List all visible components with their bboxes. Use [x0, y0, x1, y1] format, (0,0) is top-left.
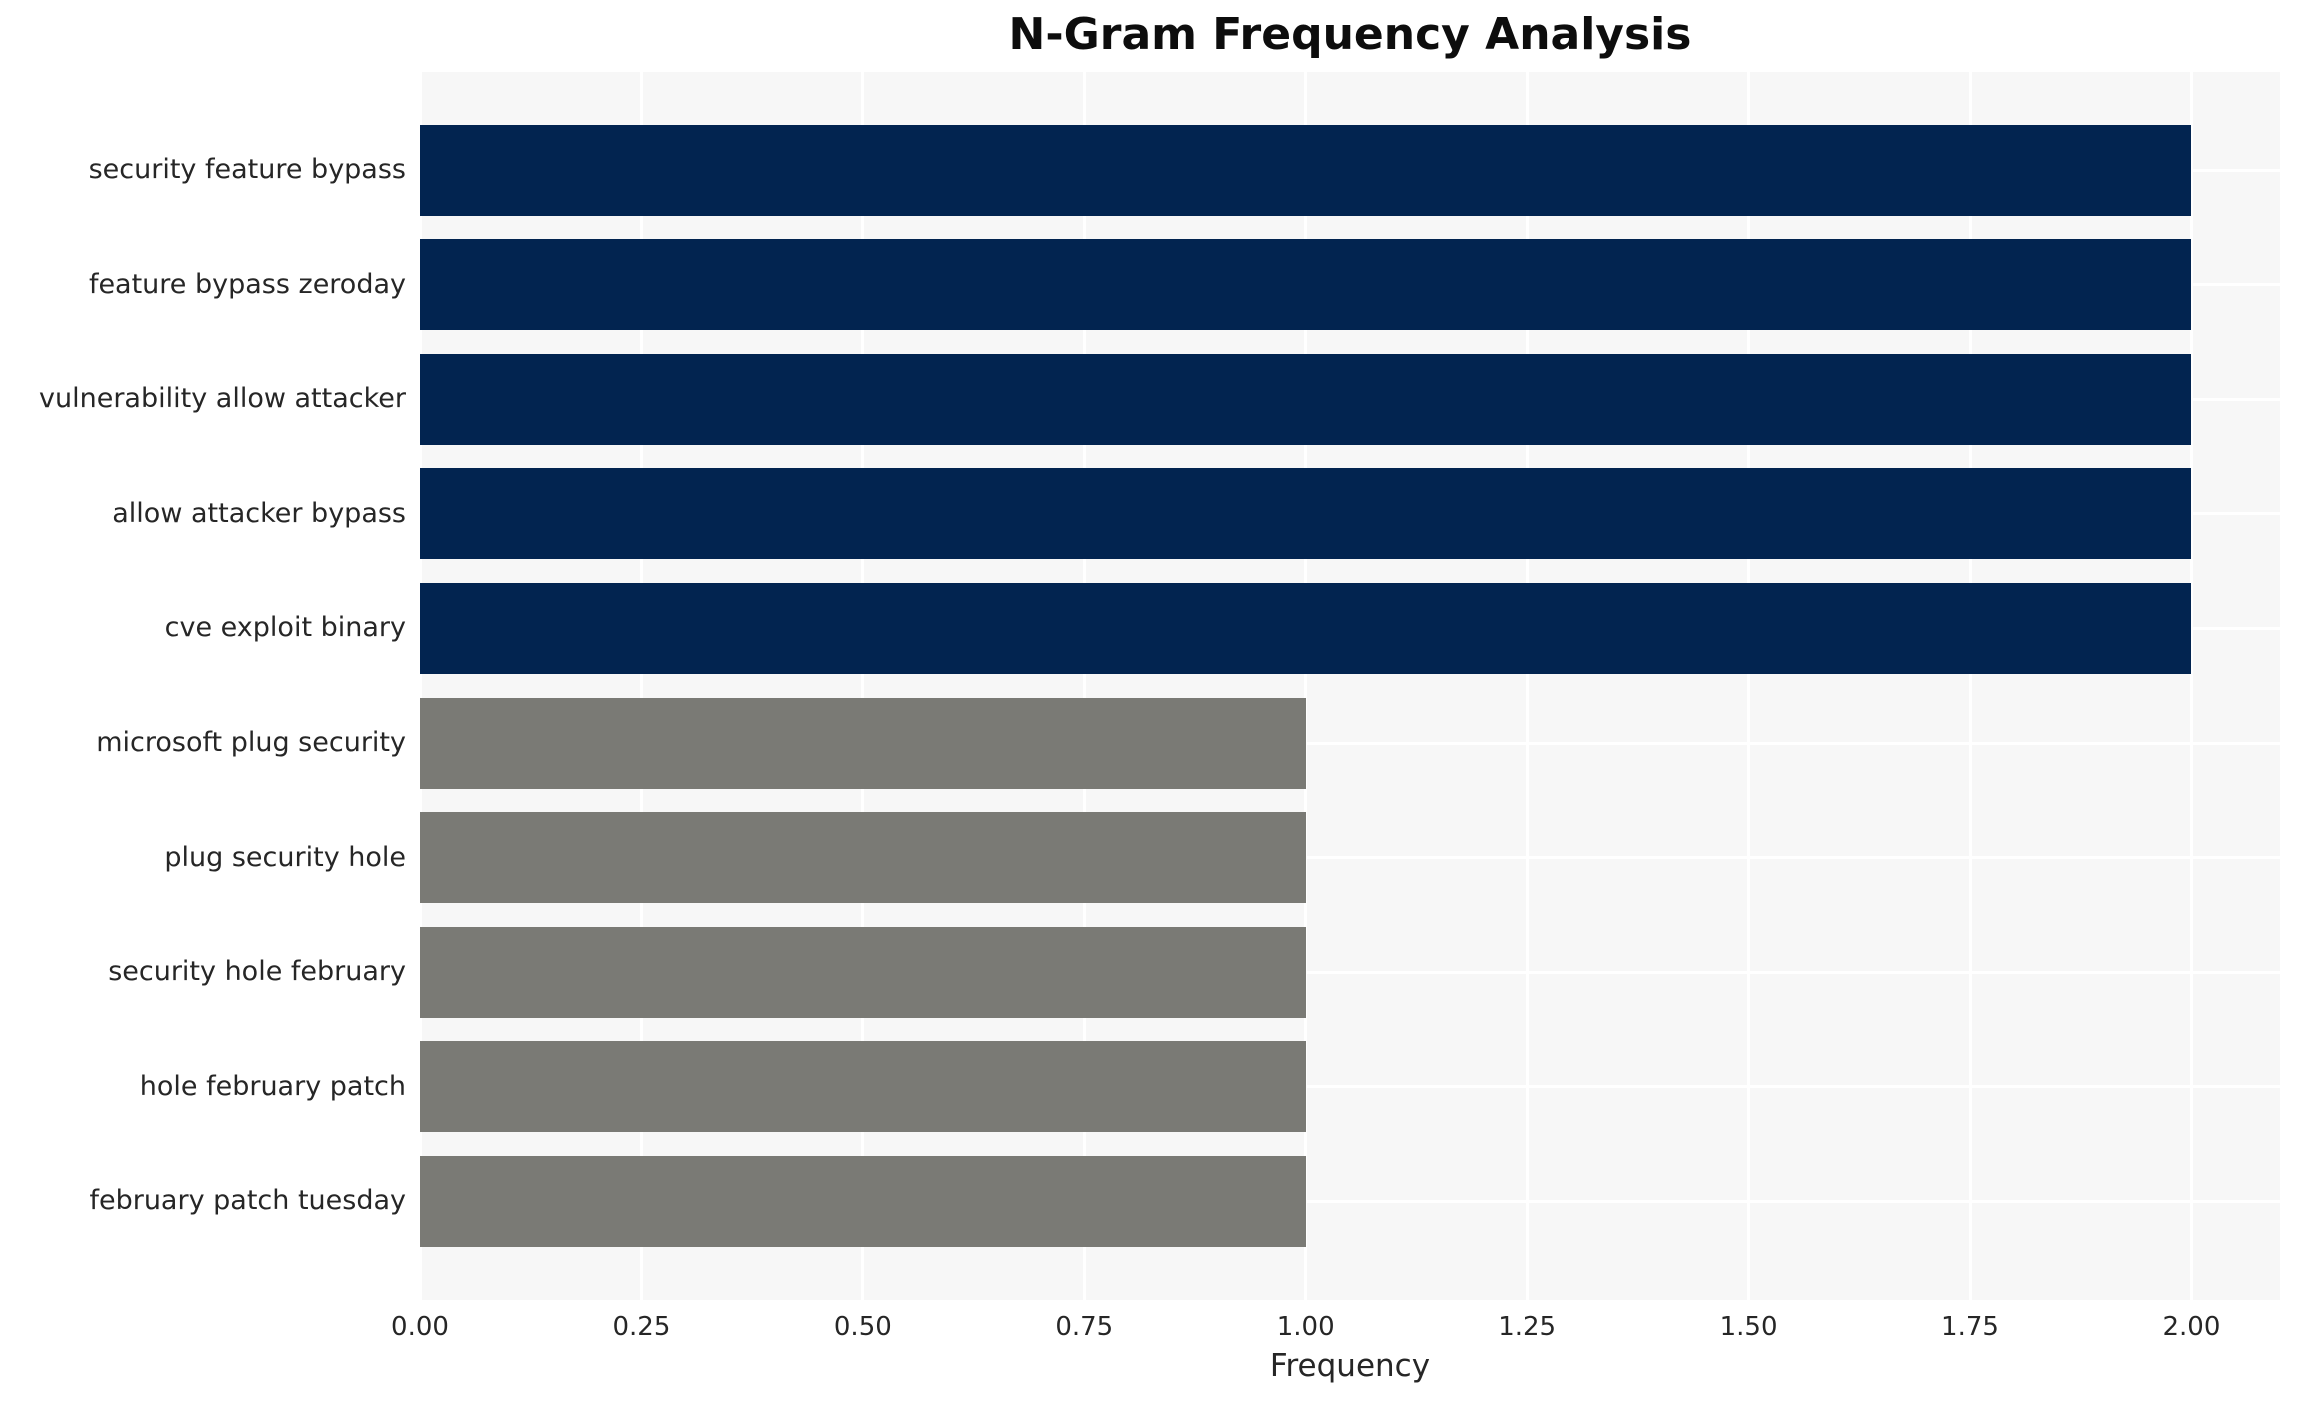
bar-vulnerability-allow-attacker: [420, 353, 2192, 445]
x-tick-label: 0.00: [391, 1312, 449, 1342]
chart-title: N-Gram Frequency Analysis: [1008, 9, 1692, 60]
horizontal-gridline: [420, 1199, 2280, 1203]
horizontal-gridline: [420, 856, 2280, 860]
bar-security-hole-february: [420, 926, 1306, 1018]
x-axis-label: Frequency: [1269, 1348, 1431, 1384]
bar-cve-exploit-binary: [420, 582, 2192, 674]
x-tick-label: 1.25: [1498, 1312, 1557, 1342]
vertical-gridline: [2189, 72, 2193, 1300]
vertical-gridline: [1525, 72, 1529, 1300]
horizontal-gridline: [420, 970, 2280, 974]
y-tick-label: allow attacker bypass: [112, 497, 406, 529]
vertical-gridline: [861, 72, 865, 1300]
y-tick-label: security hole february: [108, 956, 406, 988]
x-tick-label: 1.00: [1276, 1312, 1335, 1342]
y-tick-label: cve exploit binary: [164, 612, 406, 644]
bar-allow-attacker-bypass: [420, 468, 2192, 560]
vertical-gridline: [1968, 72, 1972, 1300]
y-tick-label: security feature bypass: [88, 154, 406, 185]
x-tick-label: 0.25: [612, 1312, 671, 1342]
bar-microsoft-plug-security: [420, 697, 1306, 789]
y-tick-label: microsoft plug security: [96, 727, 406, 758]
x-tick-label: 0.50: [833, 1312, 892, 1342]
x-tick-label: 1.50: [1719, 1312, 1778, 1342]
y-tick-label: february patch tuesday: [89, 1185, 406, 1217]
x-tick-label: 1.75: [1941, 1312, 1999, 1342]
y-tick-label: feature bypass zeroday: [88, 268, 406, 300]
vertical-gridline: [1082, 72, 1086, 1300]
vertical-gridline: [1747, 72, 1751, 1300]
vertical-gridline: [639, 72, 643, 1300]
bar-feature-bypass-zeroday: [420, 239, 2192, 331]
bar-hole-february-patch: [420, 1041, 1306, 1133]
horizontal-gridline: [420, 741, 2280, 745]
y-tick-label: vulnerability allow attacker: [39, 383, 406, 415]
horizontal-gridline: [420, 1085, 2280, 1089]
y-tick-label: hole february patch: [139, 1070, 406, 1102]
bar-february-patch-tuesday: [420, 1155, 1306, 1247]
x-tick-label: 2.00: [2162, 1312, 2221, 1342]
y-tick-label: plug security hole: [164, 841, 406, 873]
vertical-gridline: [1304, 72, 1308, 1300]
x-tick-label: 0.75: [1055, 1312, 1114, 1342]
vertical-gridline: [420, 72, 422, 1300]
plot-area: [420, 72, 2280, 1300]
bar-security-feature-bypass: [420, 124, 2192, 216]
bar-plug-security-hole: [420, 812, 1306, 904]
